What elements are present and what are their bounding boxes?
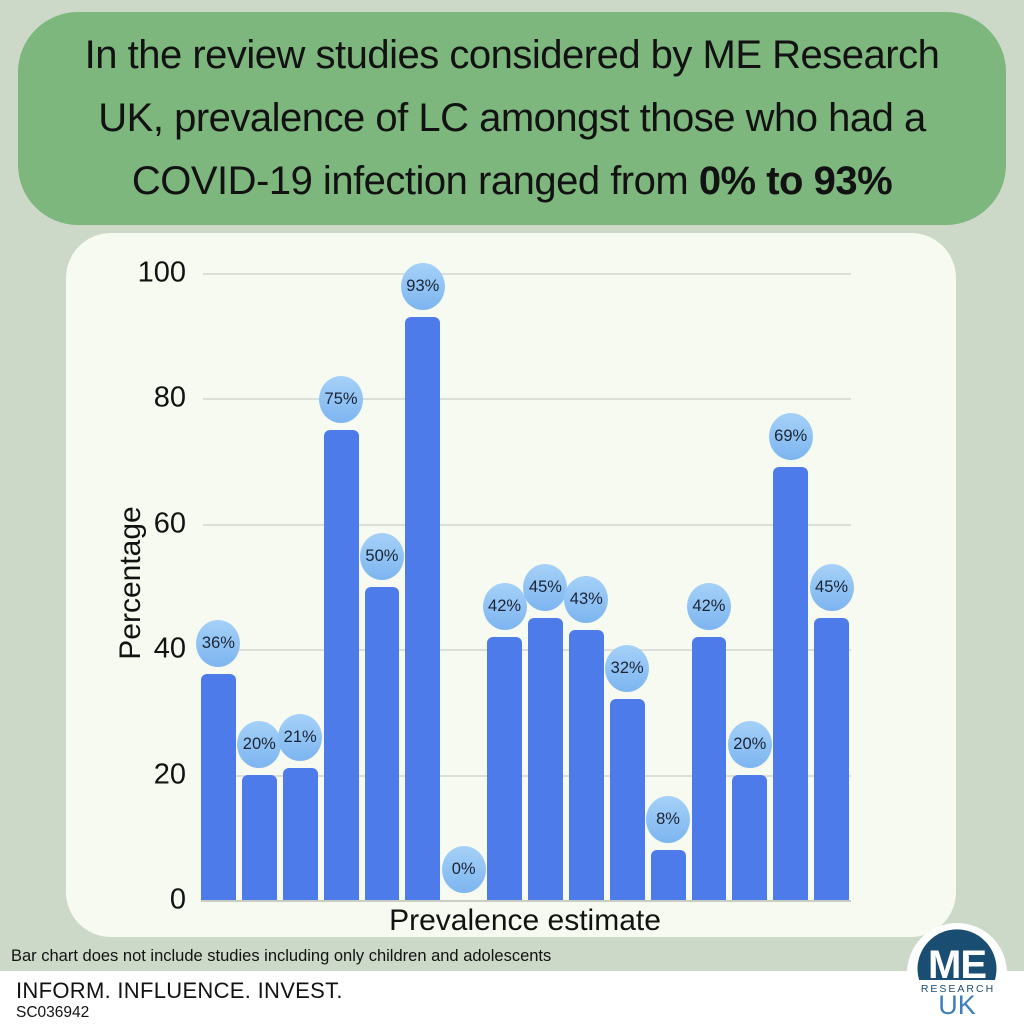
y-tick-label: 20 (153, 758, 186, 791)
bar-slot: 0% (441, 273, 486, 900)
bar (650, 849, 686, 900)
title-line-3: COVID-19 infection ranged from 0% to 93% (18, 150, 1006, 213)
y-tick-label: 60 (153, 507, 186, 540)
bar (364, 586, 400, 900)
bar-slot: 8% (646, 273, 691, 900)
bar-value-bubble: 69% (768, 413, 813, 461)
bar-value-bubble: 45% (809, 563, 854, 611)
gridline (203, 398, 851, 401)
bar (609, 699, 645, 900)
logo-uk-text: UK (938, 990, 976, 1020)
logo-me-text: ME (928, 943, 986, 987)
bar-value-bubble: 36% (196, 620, 241, 668)
bar-value-bubble: 43% (564, 576, 609, 624)
bar (241, 774, 277, 900)
bar (323, 429, 359, 900)
gridline (203, 273, 851, 275)
bar-slot: 32% (605, 273, 650, 900)
bar-value-bubble: 50% (359, 532, 404, 580)
charity-number: SC036942 (16, 1004, 90, 1021)
bar-value-bubble: 42% (686, 582, 731, 630)
title-line-3-bold: 0% to 93% (698, 159, 893, 203)
bar (814, 617, 849, 900)
bar-value-bubble: 20% (237, 720, 282, 768)
bar (528, 617, 563, 900)
bar-slot: 45% (523, 273, 568, 900)
bar-slot: 93% (400, 262, 445, 900)
y-tick-label: 80 (153, 381, 186, 414)
title-line-2: UK, prevalence of LC amongst those who h… (98, 96, 926, 140)
gridline (203, 774, 851, 777)
logo-dome (917, 929, 997, 980)
y-axis-label: Percentage (114, 506, 147, 660)
bar-value-bubble: 21% (278, 714, 323, 762)
bar-slot: 42% (686, 273, 731, 900)
bar (732, 774, 768, 900)
bar (773, 467, 809, 900)
logo-research-text: RESEARCH (921, 983, 995, 995)
bar-slot: 69% (768, 273, 813, 900)
tagline: INFORM. INFLUENCE. INVEST. (16, 978, 343, 1003)
plot-area: 36% 20% 21% 75% 50% 93% 0% 42% 45% 43% 32% 8% 42% 20%… (196, 262, 854, 902)
bar-value-bubble: 45% (523, 563, 568, 611)
gridline (203, 523, 851, 526)
bar (487, 636, 522, 900)
y-tick-label: 0 (169, 883, 186, 916)
bar-slot: 21% (278, 273, 323, 900)
bar-value-bubble: 75% (319, 375, 364, 423)
bottom-band: INFORM. INFLUENCE. INVEST. SC036942 (0, 971, 1024, 1024)
x-axis-label: Prevalence estimate (389, 904, 661, 937)
bar-value-bubble: 20% (727, 720, 772, 768)
bar-value-bubble: 0% (441, 846, 486, 893)
bar-value-bubble: 42% (482, 582, 527, 630)
bar-value-bubble: 8% (646, 795, 691, 843)
title-box: In the review studies considered by ME R… (18, 12, 1006, 225)
me-research-uk-logo: ME RESEARCH UK (907, 923, 1007, 1023)
bar-series: 36% 20% 21% 75% 50% 93% 0% 42% 45% 43% 32% 8% 42% 20%… (196, 262, 854, 900)
bar (201, 674, 236, 900)
bar-slot: 42% (482, 273, 527, 900)
footer-note: Bar chart does not include studies inclu… (11, 947, 552, 965)
bar-slot: 36% (196, 273, 241, 900)
bar (568, 630, 604, 900)
bar-slot: 50% (359, 273, 404, 900)
bar-slot: 20% (727, 273, 772, 900)
title-line-3-regular: COVID-19 infection ranged from (131, 159, 699, 203)
title-line-1: In the review studies considered by ME R… (84, 33, 940, 77)
bar-slot: 43% (564, 273, 609, 900)
bar (282, 768, 318, 900)
bar (691, 636, 727, 900)
gridline (203, 649, 851, 652)
y-tick-label: 100 (137, 256, 186, 289)
bar (405, 316, 441, 900)
y-tick-label: 40 (153, 632, 186, 665)
bar-slot: 45% (809, 273, 854, 900)
x-axis-line (201, 900, 851, 902)
bar-value-bubble: 93% (400, 262, 445, 310)
bar-slot: 20% (237, 273, 282, 900)
bar-value-bubble: 32% (605, 645, 650, 693)
bar-slot: 75% (319, 273, 364, 900)
